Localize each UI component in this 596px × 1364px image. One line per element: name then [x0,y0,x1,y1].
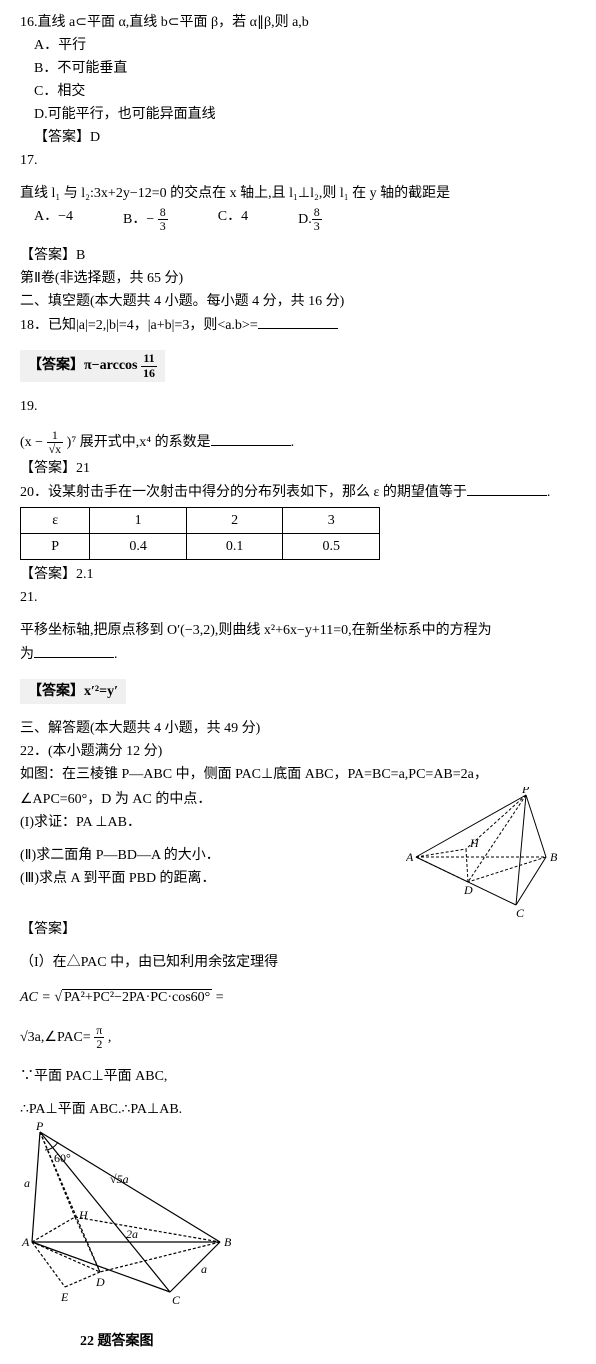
q22-pac-post: , [108,1030,112,1045]
svg-text:P: P [521,787,530,796]
q17-b-den: 3 [158,220,168,233]
table-cell-p1: 0.4 [90,534,187,560]
q22-part-1: (I)求证：PA ⊥AB． [20,812,396,833]
svg-text:60°: 60° [54,1151,71,1165]
q16-option-b: B．不可能垂直 [20,58,576,79]
q22-pac-num: π [94,1024,104,1038]
q17-d-label: D. [298,212,312,227]
q22-figure-caption: 22 题答案图 [20,1331,576,1352]
q21-number: 21. [20,587,576,608]
q18-stem: 18．已知|a|=2,|b|=4，|a+b|=3，则<a.b>= [20,314,576,336]
q22-perp-2: ∴PA⊥平面 ABC.∴PA⊥AB. [20,1099,576,1120]
section-3: 三、解答题(本大题共 4 小题，共 49 分) [20,718,576,739]
q21-blank-line: 为. [20,643,576,665]
svg-text:a: a [24,1176,30,1190]
svg-text:H: H [78,1208,89,1222]
svg-text:a: a [201,1262,207,1276]
q19-stem-post: )⁷ 展开式中,x⁴ 的系数是 [67,435,211,450]
q16-option-c: C．相交 [20,81,576,102]
q21-stem: 平移坐标轴,把原点移到 O′(−3,2),则曲线 x²+6x−y+11=0,在新… [20,620,576,641]
q16-option-d: D.可能平行，也可能异面直线 [20,104,576,125]
svg-text:C: C [516,906,525,917]
q20-answer: 【答案】2.1 [20,564,576,585]
q17-d-den: 3 [312,220,322,233]
q18-ans-num: 11 [141,352,157,366]
svg-text:D: D [463,883,473,897]
q22-stem-2: ∠APC=60°，D 为 AC 的中点． [20,789,396,810]
q16-stem: 16.直线 a⊂平面 α,直线 b⊂平面 β，若 α∥β,则 a,b [20,12,576,33]
q22-pac-den: 2 [94,1038,104,1051]
svg-text:D: D [95,1275,105,1289]
svg-text:P: P [35,1122,44,1133]
q22-ac-line: AC = √PA²+PC²−2PA·PC·cos60° = [20,987,576,1008]
q17-answer: 【答案】B [20,245,576,266]
q19-number: 19. [20,396,576,417]
table-row-p-label: P [21,534,90,560]
q18-ans-pre: 【答案】π−arccos [28,358,137,373]
q19-stem: (x − 1√x )⁷ 展开式中,x⁴ 的系数是. [20,429,576,456]
q19-frac-den: √x [47,443,64,456]
q22-part-2: (Ⅱ)求二面角 P—BD—A 的大小． [20,845,396,866]
section-2a: 第Ⅱ卷(非选择题，共 65 分) [20,268,576,289]
svg-text:H: H [469,836,480,850]
table-cell-p2: 0.1 [186,534,283,560]
svg-text:E: E [60,1290,69,1304]
section-2b: 二、填空题(本大题共 4 小题。每小题 4 分，共 16 分) [20,291,576,312]
blank-icon [467,481,547,496]
blank-icon [34,643,114,658]
q20-table: ε 1 2 3 P 0.4 0.1 0.5 [20,507,380,560]
q22-stem-1: 如图：在三棱锥 P—ABC 中，侧面 PAC⊥底面 ABC，PA=BC=a,PC… [20,764,576,785]
q17-d-num: 8 [312,206,322,220]
q17-option-b: B．− 83 [123,206,168,233]
q22-head: 22．(本小题满分 12 分) [20,741,576,762]
q22-ac-sqrt: PA²+PC²−2PA·PC·cos60° [62,989,212,1005]
q22-pac-line: √3a,∠PAC= π2 , [20,1024,576,1051]
q18-answer: 【答案】π−arccos 1116 [20,350,165,381]
q22-part-3: (Ⅲ)求点 A 到平面 PBD 的距离． [20,868,396,889]
q16-answer: 【答案】D [20,127,576,148]
q22-perp-1: ∵平面 PAC⊥平面 ABC, [20,1066,576,1087]
table-cell-p3: 0.5 [283,534,380,560]
q19-answer: 【答案】21 [20,458,576,479]
q22-figure-2: P A B C D E H 60° a 2a a √5a [20,1122,250,1322]
blank-icon [258,314,338,329]
q22-ac-post: = [216,990,224,1005]
q17-option-c: C．4 [218,206,248,233]
svg-text:B: B [224,1235,232,1249]
blank-icon [211,431,291,446]
q18-ans-den: 16 [141,367,157,380]
q17-b-sign: − [146,212,157,227]
svg-text:2a: 2a [126,1227,138,1241]
q22-pac-pre: √3a,∠PAC= [20,1030,91,1045]
q19-stem-pre: (x − [20,435,43,450]
svg-text:C: C [172,1293,181,1307]
q18-stem-text: 18．已知|a|=2,|b|=4，|a+b|=3，则<a.b>= [20,318,258,333]
q17-b-num: 8 [158,206,168,220]
q20-stem: 20．设某射击手在一次射击中得分的分布列表如下，那么 ε 的期望值等于. [20,481,576,503]
q19-frac-num: 1 [47,429,64,443]
q21-answer: 【答案】x′²=y′ [20,679,126,704]
table-header-epsilon: ε [21,508,90,534]
q17-b-label: B． [123,212,146,227]
q17-option-d: D.83 [298,206,322,233]
svg-text:B: B [550,850,558,864]
q17-number: 17. [20,150,576,171]
q22-ac-pre: AC = [20,990,54,1005]
q22-answer-head: 【答案】 [20,919,576,940]
q17-option-a: A．−4 [34,206,73,233]
svg-text:A: A [21,1235,30,1249]
q22-proof-1: （I）在△PAC 中，由已知利用余弦定理得 [20,952,576,973]
q17-options: A．−4 B．− 83 C．4 D.83 [20,206,576,233]
table-header-3: 3 [283,508,380,534]
q17-stem: 直线 l₁ 与 l₂:3x+2y−12=0 的交点在 x 轴上,且 l₁⊥l₂,… [20,183,576,204]
svg-text:√5a: √5a [110,1172,129,1186]
svg-text:A: A [406,850,414,864]
table-header-2: 2 [186,508,283,534]
q20-stem-text: 20．设某射击手在一次射击中得分的分布列表如下，那么 ε 的期望值等于 [20,485,467,500]
q22-figure-1: P A B C D H [406,787,576,917]
q16-option-a: A．平行 [20,35,576,56]
table-header-1: 1 [90,508,187,534]
